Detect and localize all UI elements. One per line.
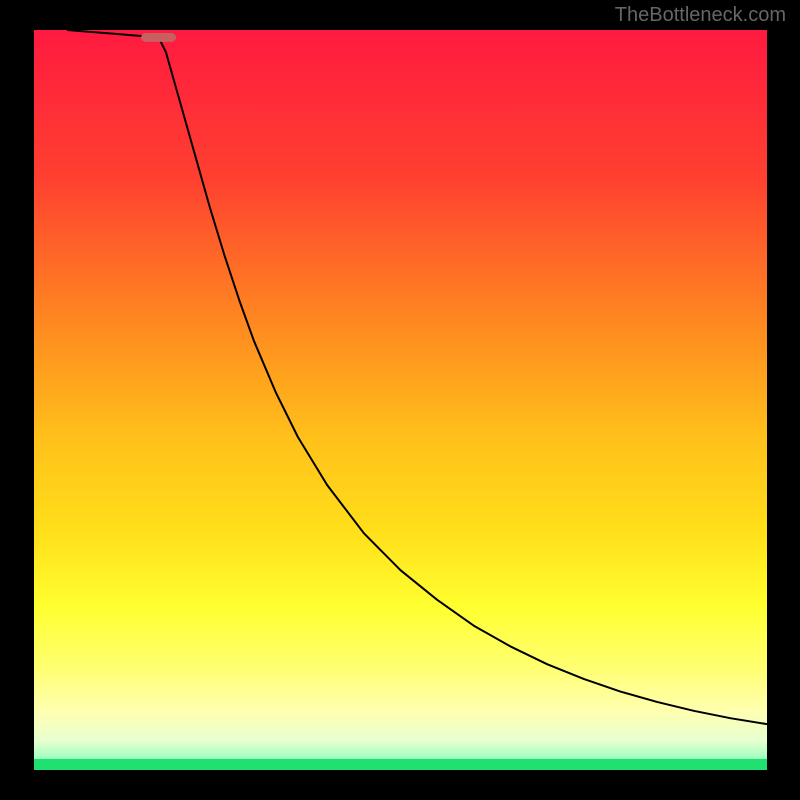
chart-svg [34, 30, 767, 770]
green-band [34, 759, 767, 770]
plot-area [34, 30, 767, 770]
gradient-background [34, 30, 767, 770]
vertex-marker [141, 33, 176, 42]
chart-canvas: TheBottleneck.com [0, 0, 800, 800]
watermark-text: TheBottleneck.com [615, 4, 786, 27]
